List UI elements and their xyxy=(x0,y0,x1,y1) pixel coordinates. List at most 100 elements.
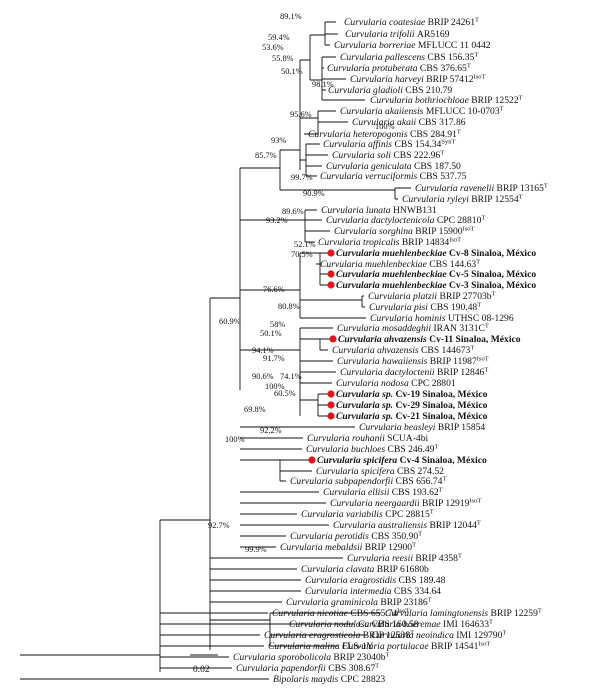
taxon-label: Curvularia boeremae IMI 164633T xyxy=(358,619,493,631)
taxon-label: Curvularia tropicalis BRIP 14834IsoT xyxy=(318,237,461,249)
tree-branch xyxy=(304,110,348,135)
support-value: 94.1% xyxy=(252,346,274,355)
support-value: 93% xyxy=(271,136,286,145)
tree-branch xyxy=(305,209,330,243)
tree-branch xyxy=(160,612,285,647)
tree-branch xyxy=(310,22,326,45)
support-value: 91.7% xyxy=(263,354,285,363)
taxon-labels: Curvularia coatesiae BRIP 24261TCurvular… xyxy=(233,17,548,686)
tree-branch xyxy=(240,524,329,548)
tree-branch xyxy=(306,143,328,177)
taxon-label: Curvularia eragrosticola BRIP 12538T xyxy=(264,630,414,642)
support-value: 89.1% xyxy=(280,12,302,21)
tree-branch xyxy=(210,168,241,390)
tree-branch xyxy=(160,656,232,669)
taxon-label: Curvularia ahvazensis Cv-11 Sinaloa, Méx… xyxy=(338,334,521,345)
taxon-label: Curvularia trifolii AR5169 xyxy=(345,29,450,40)
taxon-label: Curvularia lunata HNWB131 xyxy=(321,205,437,216)
tree-branch xyxy=(210,568,301,592)
support-value: 98.1% xyxy=(312,80,334,89)
tree-branch xyxy=(300,111,319,134)
taxon-label: Curvularia coatesiae BRIP 24261T xyxy=(344,17,479,29)
scale-bar: 0.02 xyxy=(190,654,218,675)
tree-branch xyxy=(316,252,332,286)
support-value: 53.6% xyxy=(262,43,284,52)
tree-branch xyxy=(240,459,281,481)
tree-branch xyxy=(395,187,411,200)
taxon-label: Curvularia geniculata CBS 187.50 xyxy=(326,161,461,172)
support-value: 92.7% xyxy=(208,521,230,530)
support-value: 74.1% xyxy=(280,372,302,381)
taxon-label: Curvularia reesii BRIP 4358T xyxy=(347,553,462,565)
support-value: 60.5% xyxy=(274,389,296,398)
taxon-label: Curvularia portulacae BRIP 14541IsoT xyxy=(342,641,490,653)
support-value: 89.6% xyxy=(282,207,304,216)
taxon-label: Curvularia soli CBS 222.96T xyxy=(332,150,444,162)
tree-branch xyxy=(240,210,306,242)
tree-branch xyxy=(310,57,323,100)
tree-branch xyxy=(300,35,311,80)
taxon-label: Curvularia akaiiensis MFLUCC 10-0703T xyxy=(340,106,504,118)
support-value: 99.9% xyxy=(245,545,267,554)
tree-branch xyxy=(240,253,301,318)
support-value: 80.8% xyxy=(278,302,300,311)
taxon-label: Curvularia eragrostidis CBS 189.48 xyxy=(305,575,446,586)
tree-branch xyxy=(160,298,211,650)
support-value: 99.7% xyxy=(291,173,313,182)
support-value: 55.8% xyxy=(272,54,294,63)
tree-branch xyxy=(20,520,161,672)
taxon-label: Curvularia affinis CBS 154.34SynT xyxy=(323,139,455,151)
highlight-markers xyxy=(308,249,337,464)
support-value: 70.5% xyxy=(291,250,313,259)
support-value: 76.6% xyxy=(263,285,285,294)
support-value: 52.1% xyxy=(294,240,316,249)
taxon-label: Curvularia subpapendorfii CBS 656.74T xyxy=(290,476,446,488)
taxon-label: Curvularia lamingtonensis BRIP 12259T xyxy=(385,608,542,620)
taxon-label: Curvularia australiensis BRIP 12044T xyxy=(333,520,481,532)
taxon-label: Curvularia ravenelii BRIP 13165T xyxy=(415,183,548,195)
taxon-label: Curvularia muehlenbeckiae Cv-3 Sinaloa, … xyxy=(336,280,536,291)
support-value: 50.1% xyxy=(260,329,282,338)
taxon-label: Curvularia pallescens CBS 156.35T xyxy=(340,52,478,64)
support-value: 69.8% xyxy=(244,405,266,414)
taxon-label: Curvularia platzii BRIP 27703bT xyxy=(368,291,496,303)
highlight-marker xyxy=(308,456,316,464)
taxon-label: Curvularia akaii CBS 317.86 xyxy=(352,117,466,128)
tree-branch xyxy=(325,21,338,46)
taxon-label: Curvularia pisi CBS 190.48T xyxy=(369,302,481,314)
support-value: 90.6% xyxy=(252,372,274,381)
support-value: 90.9% xyxy=(303,189,325,198)
taxon-label: Curvularia ryleyi BRIP 12554T xyxy=(402,194,523,206)
taxon-label: Curvularia nodosa CPC 28801 xyxy=(336,378,456,389)
taxon-label: Curvularia borreriae MFLUCC 11 0442 xyxy=(334,40,491,51)
taxon-label: Curvularia gladioli CBS 210.79 xyxy=(328,85,452,96)
taxon-label: Curvularia intermedia CBS 334.64 xyxy=(305,586,441,597)
highlight-marker xyxy=(329,335,337,343)
taxon-label: Curvularia neergaardii BRIP 12919IsoT xyxy=(330,498,481,510)
highlight-marker xyxy=(327,390,335,398)
taxon-label: Curvularia spicifera Cv-4 Sinaloa, Méxic… xyxy=(317,455,487,466)
tree-branch xyxy=(270,612,381,647)
tree-branch xyxy=(210,613,271,646)
taxon-label: Curvularia papendorfii CBS 308.67T xyxy=(236,663,379,675)
tree-branch xyxy=(240,491,326,515)
taxon-label: Curvularia spicifera CBS 274.52 xyxy=(316,466,444,477)
taxon-label: Curvularia bothriochloae BRIP 12522T xyxy=(370,95,523,107)
tree-branch xyxy=(300,360,336,384)
taxon-label: Curvularia clavata BRIP 61680b xyxy=(301,564,429,575)
taxon-label: Bipolaris maydis CPC 28823 xyxy=(273,674,385,685)
taxon-label: Curvularia sp. Cv-29 Sinaloa, México xyxy=(336,400,488,411)
taxon-label: Curvularia mosaddeghii IRAN 3131CT xyxy=(337,323,489,335)
taxon-label: Curvularia protuberata CBS 376.65T xyxy=(327,63,471,75)
scale-bar-label: 0.02 xyxy=(193,665,210,675)
support-value: 100% xyxy=(375,122,395,131)
tree-branch xyxy=(300,144,307,176)
taxon-label: Curvularia muehlenbeckiae Cv-8 Sinaloa, … xyxy=(336,248,536,259)
taxon-label: Curvularia sorghina BRIP 15900IsoT xyxy=(334,226,475,238)
taxon-label: Curvularia graminicola BRIP 23186T xyxy=(286,597,432,609)
taxon-label: Curvularia harveyi BRIP 57412IsoT xyxy=(350,74,486,86)
taxon-label: Curvularia rouhanii SCUA-4bi xyxy=(307,433,429,444)
tree-branch xyxy=(240,426,355,450)
highlight-marker xyxy=(327,270,335,278)
taxon-label: Curvularia hawaiiensis BRIP 11987IsoT xyxy=(337,356,489,368)
